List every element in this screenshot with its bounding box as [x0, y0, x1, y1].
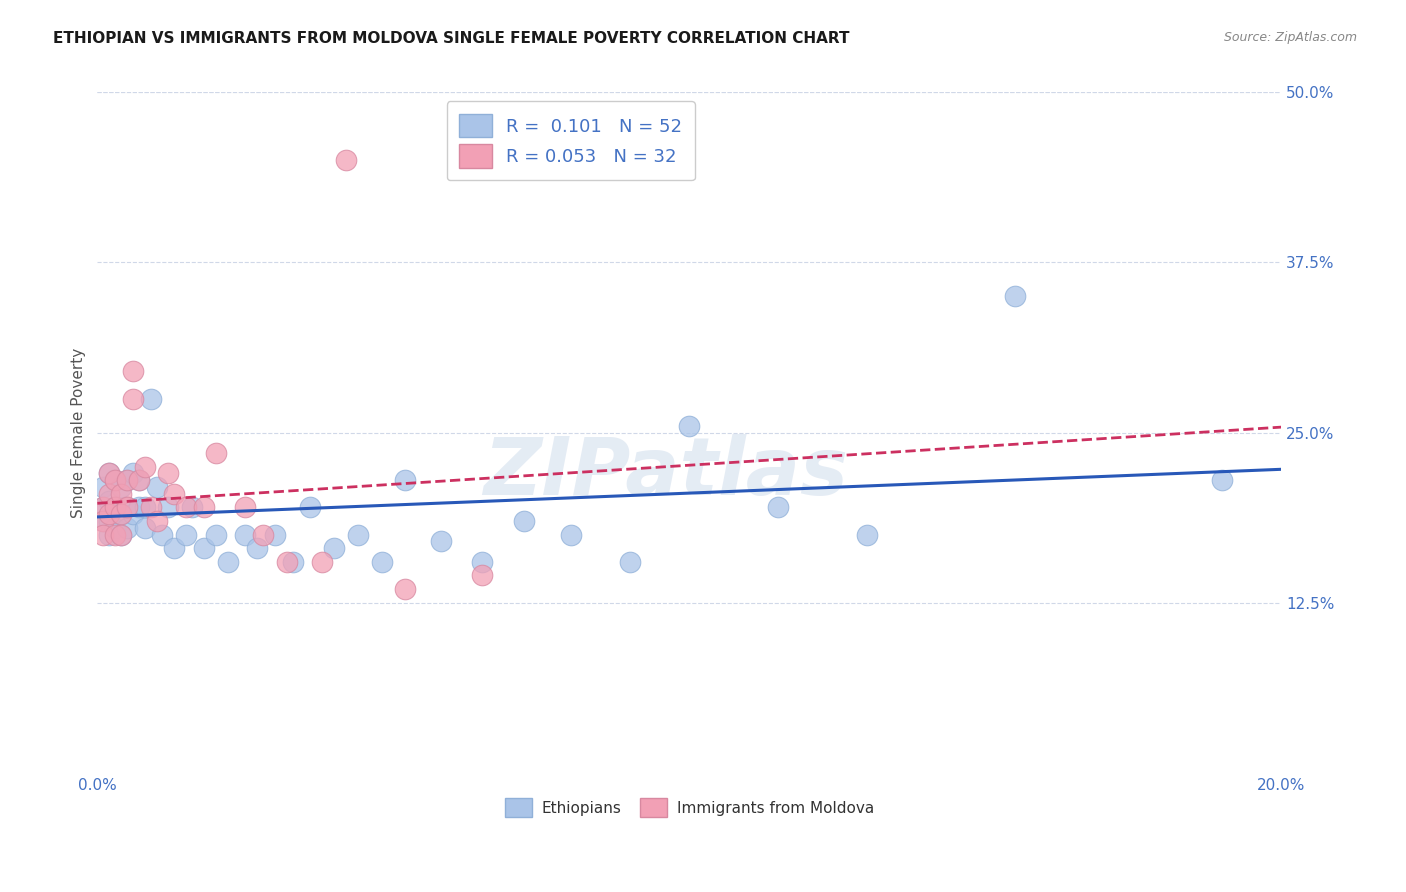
Point: [122, 392, 145, 406]
Point: [281, 555, 304, 569]
Text: Source: ZipAtlas.com: Source: ZipAtlas.com: [1223, 31, 1357, 45]
Point: [98, 467, 121, 481]
Y-axis label: Single Female Poverty: Single Female Poverty: [72, 347, 86, 517]
Point: [252, 527, 274, 541]
Point: [91, 514, 114, 528]
Point: [104, 500, 127, 515]
Point: [139, 500, 162, 515]
Point: [122, 364, 145, 378]
Point: [115, 500, 138, 515]
Text: ZIPatlas: ZIPatlas: [484, 434, 848, 512]
Point: [104, 473, 127, 487]
Point: [91, 480, 114, 494]
Point: [98, 527, 121, 541]
Point: [235, 500, 257, 515]
Legend: Ethiopians, Immigrants from Moldova: Ethiopians, Immigrants from Moldova: [499, 792, 880, 823]
Point: [323, 541, 346, 556]
Point: [134, 500, 156, 515]
Point: [1004, 289, 1026, 303]
Point: [246, 541, 269, 556]
Point: [110, 527, 132, 541]
Point: [311, 555, 333, 569]
Point: [91, 500, 114, 515]
Point: [512, 514, 534, 528]
Point: [766, 500, 789, 515]
Point: [678, 418, 700, 433]
Point: [128, 473, 150, 487]
Point: [98, 467, 121, 481]
Point: [429, 534, 451, 549]
Point: [134, 521, 156, 535]
Text: ETHIOPIAN VS IMMIGRANTS FROM MOLDOVA SINGLE FEMALE POVERTY CORRELATION CHART: ETHIOPIAN VS IMMIGRANTS FROM MOLDOVA SIN…: [53, 31, 851, 46]
Point: [115, 500, 138, 515]
Point: [139, 392, 162, 406]
Point: [115, 521, 138, 535]
Point: [157, 467, 180, 481]
Point: [204, 446, 226, 460]
Point: [1211, 473, 1233, 487]
Point: [299, 500, 322, 515]
Point: [128, 473, 150, 487]
Point: [204, 527, 226, 541]
Point: [276, 555, 298, 569]
Point: [104, 521, 127, 535]
Point: [471, 568, 494, 582]
Point: [471, 555, 494, 569]
Point: [122, 467, 145, 481]
Point: [145, 514, 167, 528]
Point: [193, 541, 215, 556]
Point: [134, 459, 156, 474]
Point: [110, 487, 132, 501]
Point: [174, 527, 197, 541]
Point: [104, 473, 127, 487]
Point: [235, 527, 257, 541]
Point: [110, 507, 132, 521]
Point: [110, 527, 132, 541]
Point: [104, 500, 127, 515]
Point: [98, 514, 121, 528]
Point: [174, 500, 197, 515]
Point: [110, 480, 132, 494]
Point: [370, 555, 392, 569]
Point: [128, 500, 150, 515]
Point: [560, 527, 582, 541]
Point: [856, 527, 879, 541]
Point: [145, 480, 167, 494]
Point: [394, 582, 416, 596]
Point: [91, 527, 114, 541]
Point: [104, 527, 127, 541]
Point: [347, 527, 370, 541]
Point: [115, 473, 138, 487]
Point: [394, 473, 416, 487]
Point: [193, 500, 215, 515]
Point: [122, 507, 145, 521]
Point: [181, 500, 204, 515]
Point: [217, 555, 239, 569]
Point: [619, 555, 641, 569]
Point: [157, 500, 180, 515]
Point: [98, 487, 121, 501]
Point: [163, 541, 186, 556]
Point: [104, 500, 127, 515]
Point: [115, 473, 138, 487]
Point: [98, 507, 121, 521]
Point: [335, 153, 357, 168]
Point: [91, 500, 114, 515]
Point: [110, 507, 132, 521]
Point: [91, 514, 114, 528]
Point: [163, 487, 186, 501]
Point: [264, 527, 287, 541]
Point: [152, 527, 174, 541]
Point: [98, 493, 121, 508]
